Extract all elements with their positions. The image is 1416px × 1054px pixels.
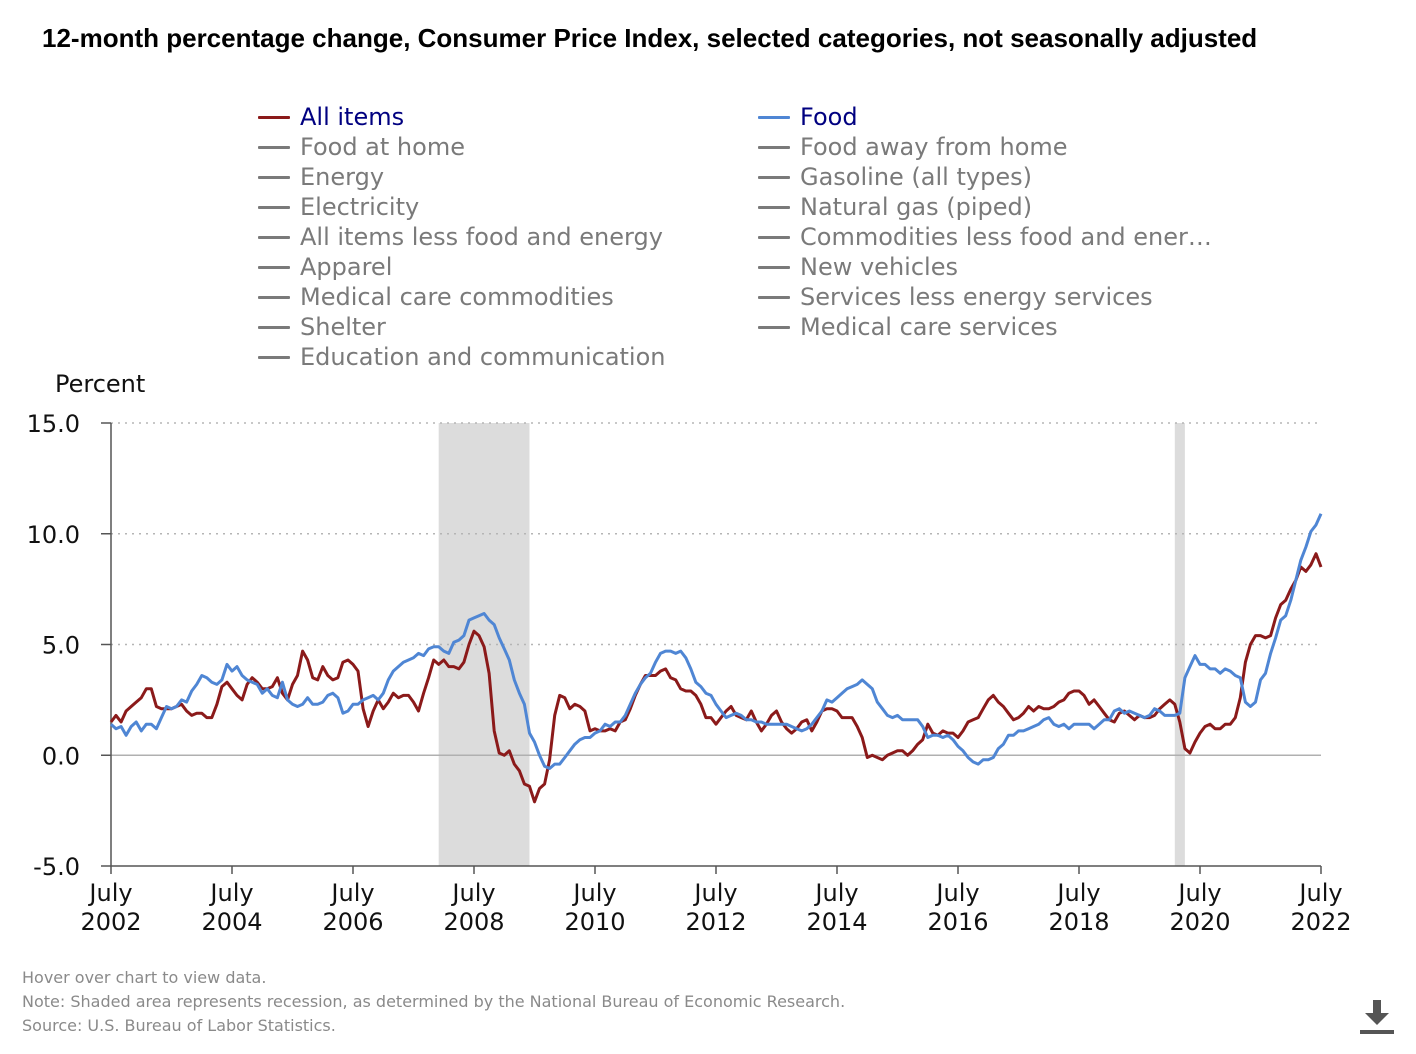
legend-item-natural-gas-piped[interactable]: Natural gas (piped) bbox=[758, 192, 1032, 222]
x-tick-label: 2020 bbox=[1169, 908, 1230, 936]
legend-swatch bbox=[758, 205, 790, 209]
x-tick-label: July bbox=[934, 879, 979, 907]
y-tick-label: 5.0 bbox=[42, 632, 80, 660]
legend-label: Education and communication bbox=[300, 343, 666, 371]
legend-swatch bbox=[258, 235, 290, 239]
legend-label: Energy bbox=[300, 163, 385, 191]
legend-label: All items bbox=[300, 103, 405, 131]
legend-item-energy[interactable]: Energy bbox=[258, 162, 384, 192]
x-tick-label: July bbox=[1297, 879, 1342, 907]
legend-label: Food away from home bbox=[800, 133, 1068, 161]
legend-label: All items less food and energy bbox=[300, 223, 663, 251]
legend-item-food-away-from-home[interactable]: Food away from home bbox=[758, 132, 1068, 162]
legend-item-all-items[interactable]: All items bbox=[258, 102, 404, 132]
legend-item-medical-care-commodities[interactable]: Medical care commodities bbox=[258, 282, 614, 312]
x-tick-label: 2018 bbox=[1048, 908, 1109, 936]
x-tick-label: 2014 bbox=[806, 908, 867, 936]
x-tick-label: 2002 bbox=[80, 908, 141, 936]
y-tick-label: 10.0 bbox=[27, 521, 80, 549]
legend-swatch bbox=[758, 145, 790, 149]
x-tick-label: 2022 bbox=[1290, 908, 1351, 936]
x-tick-label: 2006 bbox=[322, 908, 383, 936]
legend-item-gasoline-all-types[interactable]: Gasoline (all types) bbox=[758, 162, 1032, 192]
x-tick-label: July bbox=[329, 879, 374, 907]
download-icon[interactable] bbox=[1356, 996, 1398, 1038]
legend-item-education-and-communication[interactable]: Education and communication bbox=[258, 342, 666, 372]
series-line-all-items[interactable] bbox=[109, 552, 1323, 804]
legend-swatch bbox=[758, 115, 790, 119]
legend-swatch bbox=[758, 295, 790, 299]
legend-swatch bbox=[258, 205, 290, 209]
legend-item-electricity[interactable]: Electricity bbox=[258, 192, 419, 222]
x-tick-label: July bbox=[87, 879, 132, 907]
y-tick-label: 15.0 bbox=[27, 410, 80, 438]
legend-label: Electricity bbox=[300, 193, 420, 221]
legend-swatch bbox=[258, 115, 290, 119]
legend-swatch bbox=[758, 265, 790, 269]
legend-item-food[interactable]: Food bbox=[758, 102, 858, 132]
hover-hint: Hover over chart to view data. bbox=[22, 968, 267, 987]
x-tick-label: 2016 bbox=[927, 908, 988, 936]
series-line-food[interactable] bbox=[109, 513, 1323, 770]
legend-swatch bbox=[258, 295, 290, 299]
legend-label: Medical care services bbox=[800, 313, 1058, 341]
legend-item-commodities-less-food-and-ener[interactable]: Commodities less food and ener… bbox=[758, 222, 1212, 252]
line-chart[interactable]: 15.010.05.00.0-5.0PercentJuly2002July200… bbox=[0, 0, 1416, 960]
legend-label: Natural gas (piped) bbox=[800, 193, 1033, 221]
legend-swatch bbox=[258, 325, 290, 329]
y-tick-label: -5.0 bbox=[33, 853, 80, 881]
legend-label: Medical care commodities bbox=[300, 283, 614, 311]
legend-label: Apparel bbox=[300, 253, 393, 281]
source-note: Source: U.S. Bureau of Labor Statistics. bbox=[22, 1016, 336, 1035]
x-tick-label: 2010 bbox=[564, 908, 625, 936]
legend-label: Shelter bbox=[300, 313, 386, 341]
x-tick-label: July bbox=[1055, 879, 1100, 907]
legend-label: Food at home bbox=[300, 133, 465, 161]
legend-swatch bbox=[258, 175, 290, 179]
legend-swatch bbox=[758, 175, 790, 179]
legend-item-apparel[interactable]: Apparel bbox=[258, 252, 392, 282]
chart-title: 12-month percentage change, Consumer Pri… bbox=[42, 23, 1258, 53]
legend-label: Food bbox=[800, 103, 858, 131]
legend-swatch bbox=[258, 145, 290, 149]
x-tick-label: 2012 bbox=[685, 908, 746, 936]
x-tick-label: 2004 bbox=[201, 908, 262, 936]
recession-band bbox=[1174, 423, 1185, 866]
recession-note: Note: Shaded area represents recession, … bbox=[22, 992, 846, 1011]
legend-swatch bbox=[258, 355, 290, 359]
legend-label: Commodities less food and ener… bbox=[800, 223, 1212, 251]
legend-swatch bbox=[258, 265, 290, 269]
y-tick-label: 0.0 bbox=[42, 742, 80, 770]
x-tick-label: 2008 bbox=[443, 908, 504, 936]
legend-swatch bbox=[758, 235, 790, 239]
x-tick-label: July bbox=[813, 879, 858, 907]
legend-item-food-at-home[interactable]: Food at home bbox=[258, 132, 465, 162]
legend-swatch bbox=[758, 325, 790, 329]
legend-item-all-items-less-food-and-energy[interactable]: All items less food and energy bbox=[258, 222, 663, 252]
legend-item-new-vehicles[interactable]: New vehicles bbox=[758, 252, 958, 282]
x-tick-label: July bbox=[208, 879, 253, 907]
x-tick-label: July bbox=[692, 879, 737, 907]
legend-label: New vehicles bbox=[800, 253, 958, 281]
x-tick-label: July bbox=[571, 879, 616, 907]
x-tick-label: July bbox=[1176, 879, 1221, 907]
legend-label: Gasoline (all types) bbox=[800, 163, 1032, 191]
legend-item-services-less-energy-services[interactable]: Services less energy services bbox=[758, 282, 1153, 312]
x-tick-label: July bbox=[450, 879, 495, 907]
legend-label: Services less energy services bbox=[800, 283, 1153, 311]
y-axis-label: Percent bbox=[55, 370, 145, 398]
legend-item-shelter[interactable]: Shelter bbox=[258, 312, 386, 342]
legend-item-medical-care-services[interactable]: Medical care services bbox=[758, 312, 1058, 342]
